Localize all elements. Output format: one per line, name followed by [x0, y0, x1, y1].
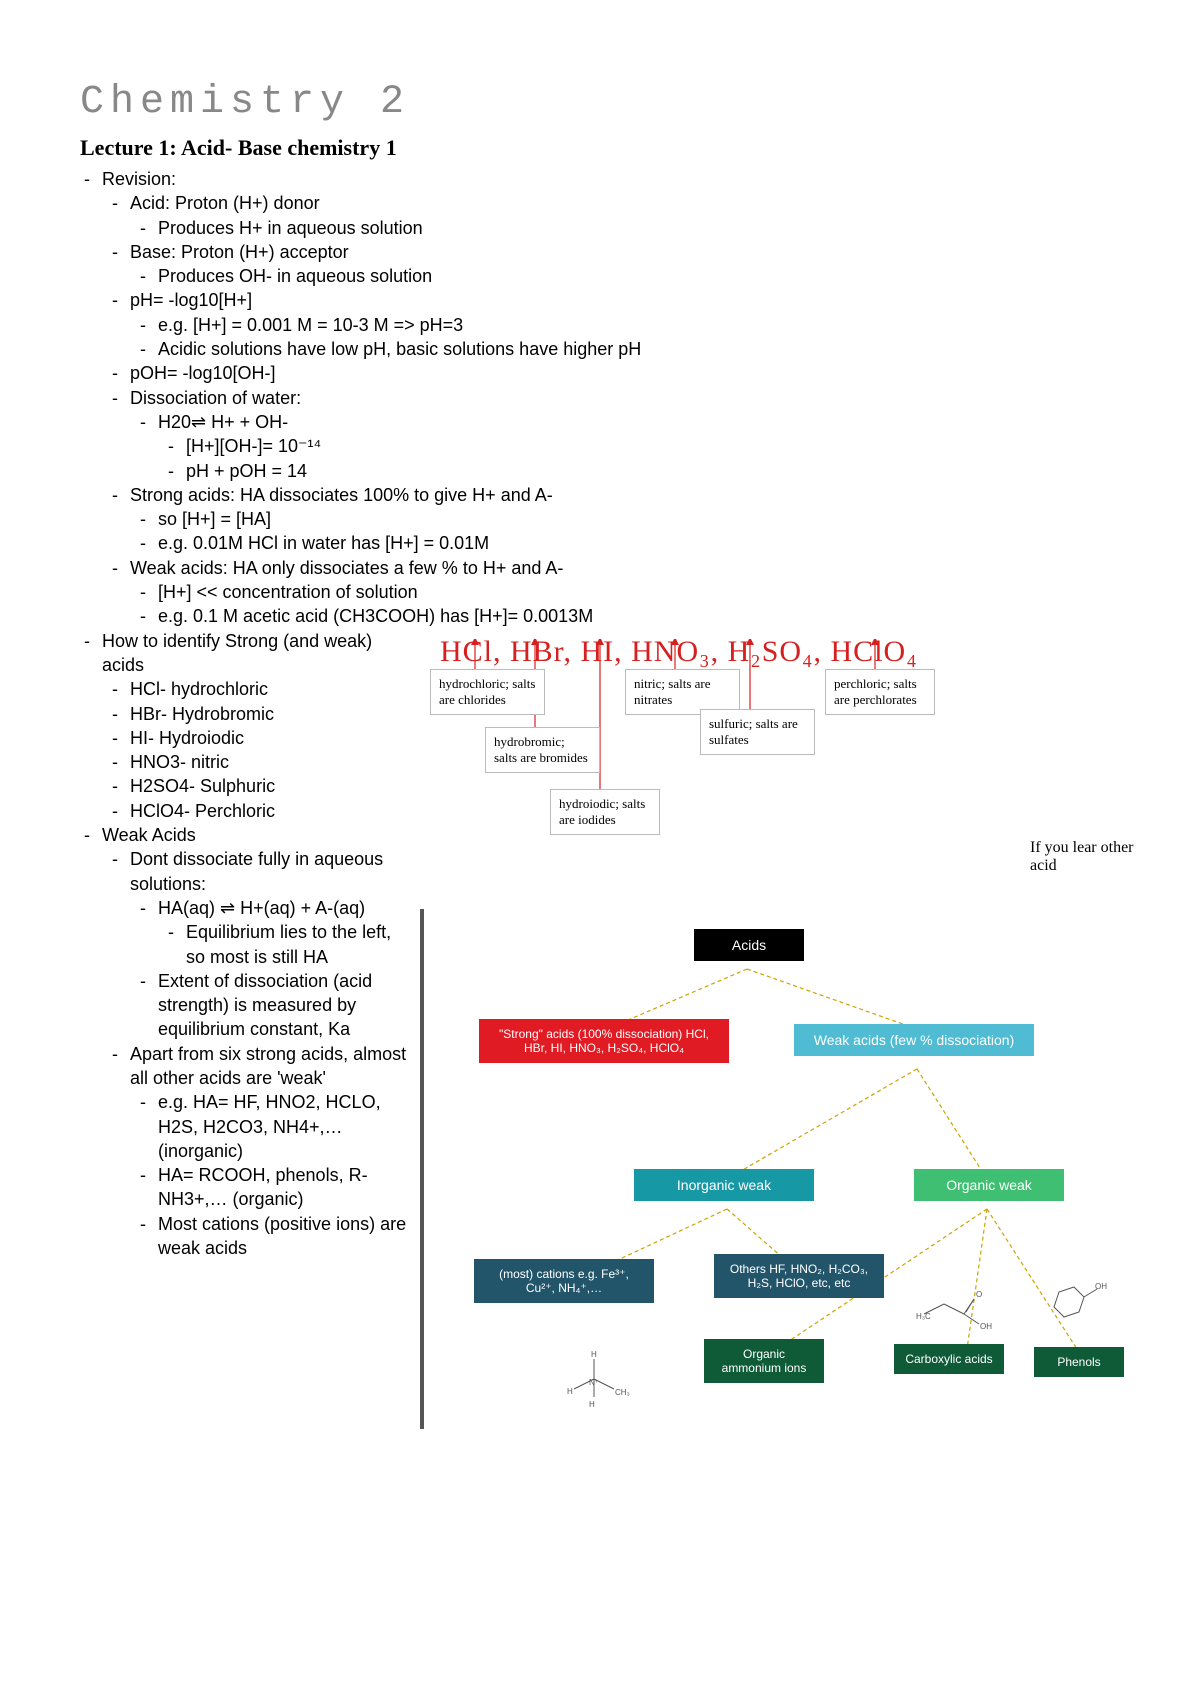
notes-top: Revision:Acid: Proton (H+) donorProduces… — [80, 167, 1130, 629]
node-ammonium: Organic ammonium ions — [704, 1339, 824, 1384]
node-weak: Weak acids (few % dissociation) — [794, 1024, 1034, 1057]
note-item: HBr- Hydrobromic — [108, 702, 410, 726]
note-item: How to identify Strong (and weak) acids — [80, 629, 410, 678]
molecule-ammonium-icon: H H N⁺ CH₃ H — [559, 1349, 649, 1409]
acid-label-chip: hydrobromic; salts are bromides — [485, 727, 600, 774]
molecule-carboxylic-icon: H₃C O OH — [914, 1279, 994, 1329]
note-item: Dont dissociate fully in aqueous solutio… — [108, 847, 410, 896]
note-item: Revision: — [80, 167, 1130, 191]
node-strong: "Strong" acids (100% dissociation) HCl, … — [479, 1019, 729, 1064]
node-inorganic: Inorganic weak — [634, 1169, 814, 1202]
lecture-heading: Lecture 1: Acid- Base chemistry 1 — [80, 135, 1130, 161]
note-item: HI- Hydroiodic — [108, 726, 410, 750]
note-item: Base: Proton (H+) acceptor — [108, 240, 1130, 264]
acid-classification-tree: Acids "Strong" acids (100% dissociation)… — [420, 909, 1130, 1429]
note-item: Equilibrium lies to the left, so most is… — [164, 920, 410, 969]
acid-label-chip: hydroiodic; salts are iodides — [550, 789, 660, 836]
note-item: Most cations (positive ions) are weak ac… — [136, 1212, 410, 1261]
page-title: Chemistry 2 — [80, 80, 1130, 125]
svg-text:CH₃: CH₃ — [615, 1388, 630, 1397]
svg-text:N⁺: N⁺ — [589, 1378, 599, 1387]
note-item: HA(aq) ⇌ H+(aq) + A-(aq) — [136, 896, 410, 920]
svg-text:O: O — [976, 1290, 982, 1299]
note-item: e.g. 0.1 M acetic acid (CH3COOH) has [H+… — [136, 604, 1130, 628]
note-item: Acid: Proton (H+) donor — [108, 191, 1130, 215]
svg-text:OH: OH — [980, 1322, 992, 1329]
acid-label-chip: sulfuric; salts are sulfates — [700, 709, 815, 756]
note-item: HCl- hydrochloric — [108, 677, 410, 701]
note-item: [H+] << concentration of solution — [136, 580, 1130, 604]
note-item: Weak acids: HA only dissociates a few % … — [108, 556, 1130, 580]
node-acids: Acids — [694, 929, 804, 962]
note-item: pH= -log10[H+] — [108, 288, 1130, 312]
note-item: Weak Acids — [80, 823, 410, 847]
note-item: H20⇌ H+ + OH- — [136, 410, 1130, 434]
svg-text:H₃C: H₃C — [916, 1312, 931, 1321]
node-carboxylic: Carboxylic acids — [894, 1344, 1004, 1374]
note-item: [H+][OH-]= 10⁻¹⁴ — [164, 434, 1130, 458]
node-cations: (most) cations e.g. Fe³⁺, Cu²⁺, NH₄⁺,… — [474, 1259, 654, 1304]
node-organic: Organic weak — [914, 1169, 1064, 1202]
note-item: H2SO4- Sulphuric — [108, 774, 410, 798]
node-others: Others HF, HNO₂, H₂CO₃, H₂S, HClO, etc, … — [714, 1254, 884, 1299]
note-item: Acidic solutions have low pH, basic solu… — [136, 337, 1130, 361]
note-item: pOH= -log10[OH-] — [108, 361, 1130, 385]
note-item: Strong acids: HA dissociates 100% to giv… — [108, 483, 1130, 507]
note-item: Extent of dissociation (acid strength) i… — [136, 969, 410, 1042]
node-phenols: Phenols — [1034, 1347, 1124, 1377]
note-item: e.g. 0.01M HCl in water has [H+] = 0.01M — [136, 531, 1130, 555]
side-note: If you lear other acid — [1030, 839, 1140, 875]
note-item: Produces H+ in aqueous solution — [136, 216, 1130, 240]
note-item: pH + pOH = 14 — [164, 459, 1130, 483]
notes-left: How to identify Strong (and weak) acidsH… — [80, 629, 410, 1261]
svg-text:OH: OH — [1095, 1282, 1107, 1291]
acid-labels: hydrochloric; salts are chloridesnitric;… — [430, 669, 1130, 879]
note-item: e.g. HA= HF, HNO2, HCLO, H2S, H2CO3, NH4… — [136, 1090, 410, 1163]
svg-text:H: H — [567, 1387, 573, 1396]
svg-text:H: H — [589, 1400, 595, 1409]
acid-label-chip: perchloric; salts are perchlorates — [825, 669, 935, 716]
molecule-phenol-icon: OH — [1039, 1277, 1109, 1327]
note-item: Apart from six strong acids, almost all … — [108, 1042, 410, 1091]
note-item: so [H+] = [HA] — [136, 507, 1130, 531]
note-item: Dissociation of water: — [108, 386, 1130, 410]
note-item: HNO3- nitric — [108, 750, 410, 774]
note-item: e.g. [H+] = 0.001 M = 10-3 M => pH=3 — [136, 313, 1130, 337]
svg-text:H: H — [591, 1350, 597, 1359]
note-item: HClO4- Perchloric — [108, 799, 410, 823]
note-item: Produces OH- in aqueous solution — [136, 264, 1130, 288]
note-item: HA= RCOOH, phenols, R-NH3+,… (organic) — [136, 1163, 410, 1212]
acid-label-chip: hydrochloric; salts are chlorides — [430, 669, 545, 716]
